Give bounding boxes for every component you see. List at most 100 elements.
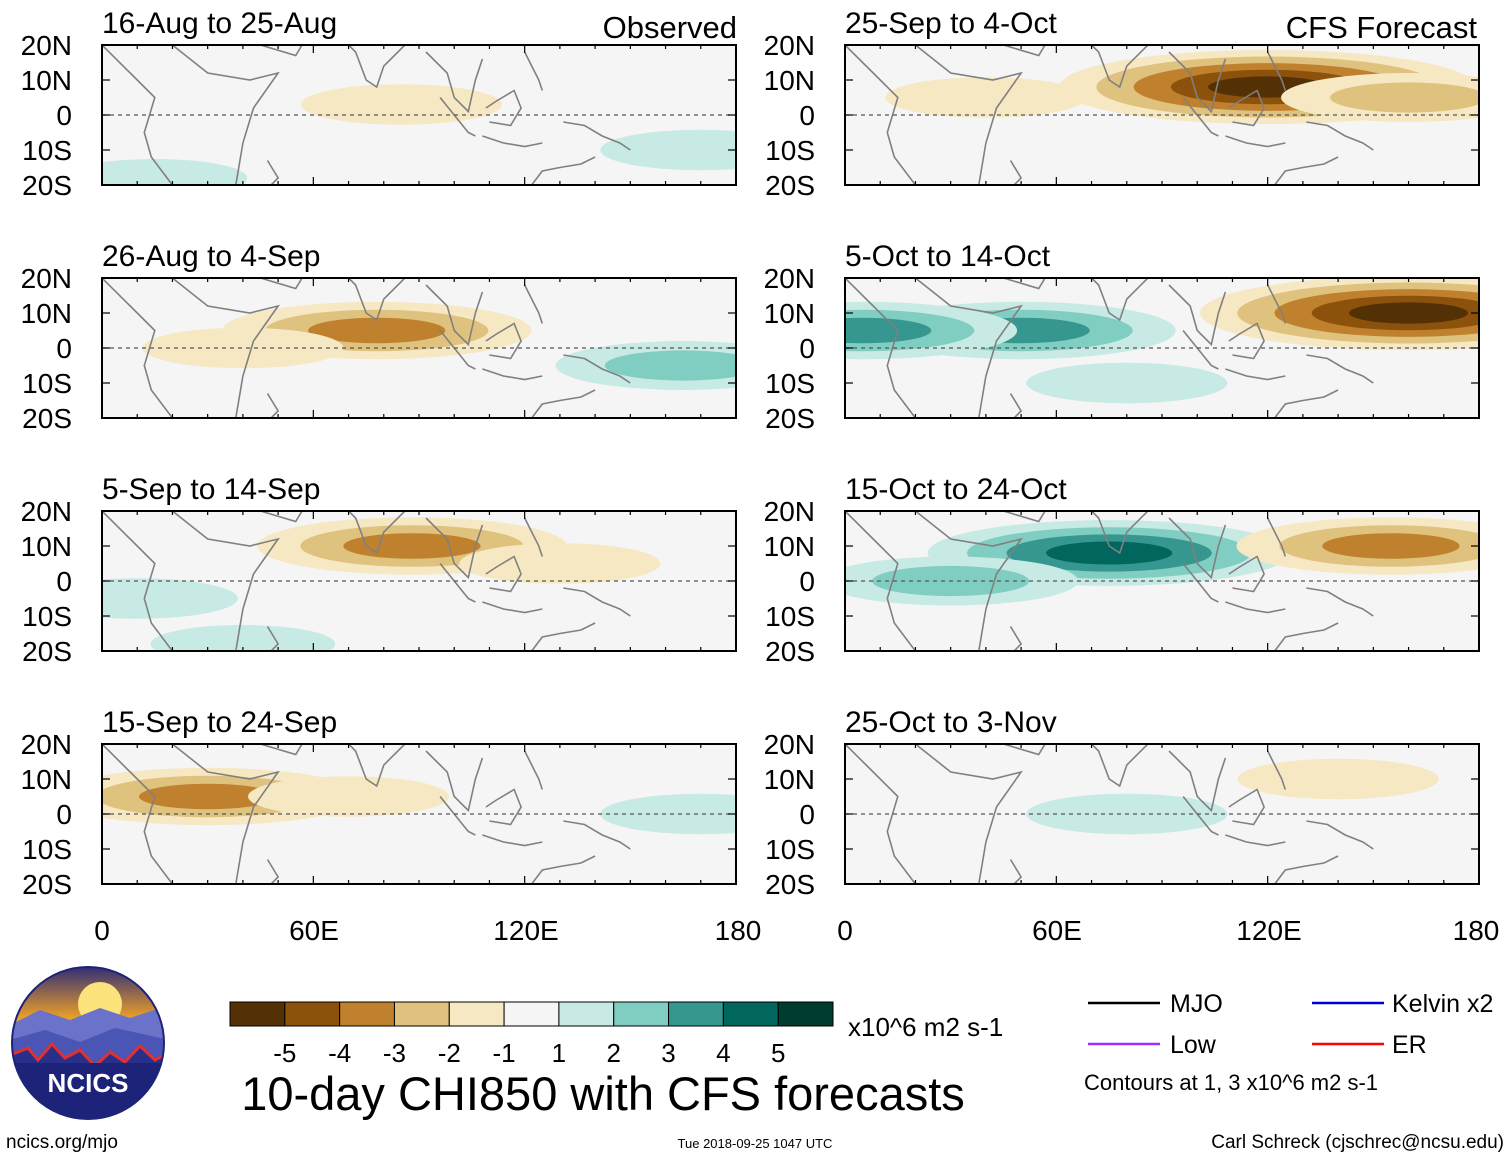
y-tick-label: 20S: [22, 869, 72, 900]
colorbar-bin: [229, 1001, 286, 1027]
anomaly-region: [604, 350, 736, 381]
y-tick-label: 20N: [764, 263, 815, 294]
y-tick-label: 0: [56, 100, 72, 131]
coastline: [1274, 622, 1339, 651]
coastline: [1090, 511, 1151, 555]
y-tick-label: 20S: [765, 636, 815, 667]
panel-title: 15-Sep to 24-Sep: [102, 706, 337, 739]
anomaly-region: [1237, 758, 1439, 800]
map-panel: 25-Sep to 4-Oct 20N 10N 0 10S 20S: [764, 7, 1480, 201]
y-tick-label: 20N: [764, 729, 815, 760]
map-panel: 15-Sep to 24-Sep 20N 10N 0 10S 20S: [21, 706, 737, 900]
coastline: [845, 511, 917, 651]
y-tick-label: 10S: [765, 135, 815, 166]
y-tick-label: 10S: [765, 601, 815, 632]
coastline: [845, 45, 917, 185]
coastline: [347, 45, 408, 89]
coastline: [485, 555, 522, 593]
anomaly-region: [845, 317, 932, 344]
coastline: [1274, 389, 1339, 418]
y-tick-label: 0: [799, 333, 815, 364]
coastline: [1168, 750, 1227, 813]
map-panel: 16-Aug to 25-Aug 20N 10N 0 10S 20S: [21, 7, 737, 201]
coastline: [439, 96, 476, 137]
coastline: [485, 89, 522, 127]
coastline: [1228, 555, 1265, 593]
x-tick-label: 180: [1453, 915, 1500, 946]
coastline: [260, 45, 303, 57]
y-tick-label: 20S: [765, 403, 815, 434]
anomaly-region: [885, 77, 1087, 118]
y-tick-label: 0: [799, 100, 815, 131]
coastline: [266, 859, 280, 884]
legend-label-low: Low: [1170, 1031, 1217, 1059]
colorbar: -5 -4 -3 -2 -1 1 2 3 4 5: [229, 1001, 834, 1068]
legend: MJO Kelvin x2 Low ER Contours at 1, 3 x1…: [1084, 990, 1493, 1095]
panel-title: 5-Oct to 14-Oct: [845, 240, 1051, 273]
coastline: [1009, 626, 1023, 651]
y-tick-label: 10S: [765, 834, 815, 865]
x-tick-label: 0: [837, 915, 853, 946]
coastline: [482, 601, 543, 614]
y-tick-label: 10N: [764, 531, 815, 562]
coastline: [347, 744, 408, 788]
legend-label-er: ER: [1392, 1031, 1427, 1059]
anomaly-region: [139, 783, 277, 810]
coastline: [1168, 51, 1227, 114]
coastline: [914, 744, 1023, 884]
y-tick-label: 20N: [764, 30, 815, 61]
y-tick-label: 20S: [765, 170, 815, 201]
coastline: [1090, 278, 1151, 322]
y-tick-label: 20S: [22, 403, 72, 434]
coastline: [1225, 834, 1286, 847]
coastline: [482, 135, 543, 148]
y-tick-label: 10N: [21, 298, 72, 329]
column-header-cfs: CFS Forecast: [1286, 10, 1478, 45]
colorbar-bin: [393, 1001, 450, 1027]
coastline: [1228, 788, 1265, 826]
coastline: [347, 511, 408, 555]
coastline: [531, 389, 596, 418]
coastline: [1225, 601, 1286, 614]
anomaly-region: [343, 533, 481, 559]
coastline: [482, 368, 543, 381]
y-tick-label: 10S: [22, 135, 72, 166]
x-tick-label: 60E: [289, 915, 339, 946]
coastline: [523, 284, 544, 324]
coastline: [914, 511, 1023, 651]
coastline: [260, 278, 303, 290]
coastline: [425, 517, 484, 580]
coastline: [171, 45, 280, 185]
coastline: [266, 393, 280, 418]
map-panel: 15-Oct to 24-Oct 20N 10N 0 10S 20S: [764, 473, 1480, 667]
map-panel: 26-Aug to 4-Sep 20N 10N 0 10S 20S: [21, 240, 737, 434]
colorbar-tick-label: -2: [438, 1038, 461, 1068]
website-link[interactable]: ncics.org/mjo: [6, 1132, 118, 1153]
coastline: [1090, 45, 1151, 89]
colorbar-bin: [339, 1001, 395, 1027]
coastline: [260, 511, 303, 523]
colorbar-tick-label: -3: [383, 1038, 406, 1068]
anomaly-region: [248, 776, 450, 817]
colorbar-tick-label: -5: [273, 1038, 296, 1068]
coastline: [1090, 744, 1151, 788]
ncics-logo: NCICS: [11, 966, 165, 1120]
coastline: [347, 278, 408, 322]
coastline: [1266, 750, 1287, 790]
y-tick-label: 10N: [764, 65, 815, 96]
coastline: [1306, 587, 1374, 617]
coastline: [102, 744, 174, 884]
coastline: [485, 788, 522, 826]
coastline: [102, 278, 174, 418]
anomaly-region: [1330, 82, 1479, 113]
coastline: [425, 284, 484, 347]
y-tick-label: 10N: [764, 298, 815, 329]
coastline: [266, 160, 280, 185]
y-tick-label: 10S: [22, 834, 72, 865]
anomaly-region: [1348, 302, 1469, 324]
x-axis-labels-left: 0 60E 120E 180: [94, 915, 761, 946]
coastline: [845, 744, 917, 884]
x-tick-label: 120E: [1236, 915, 1301, 946]
coastline: [102, 45, 174, 185]
